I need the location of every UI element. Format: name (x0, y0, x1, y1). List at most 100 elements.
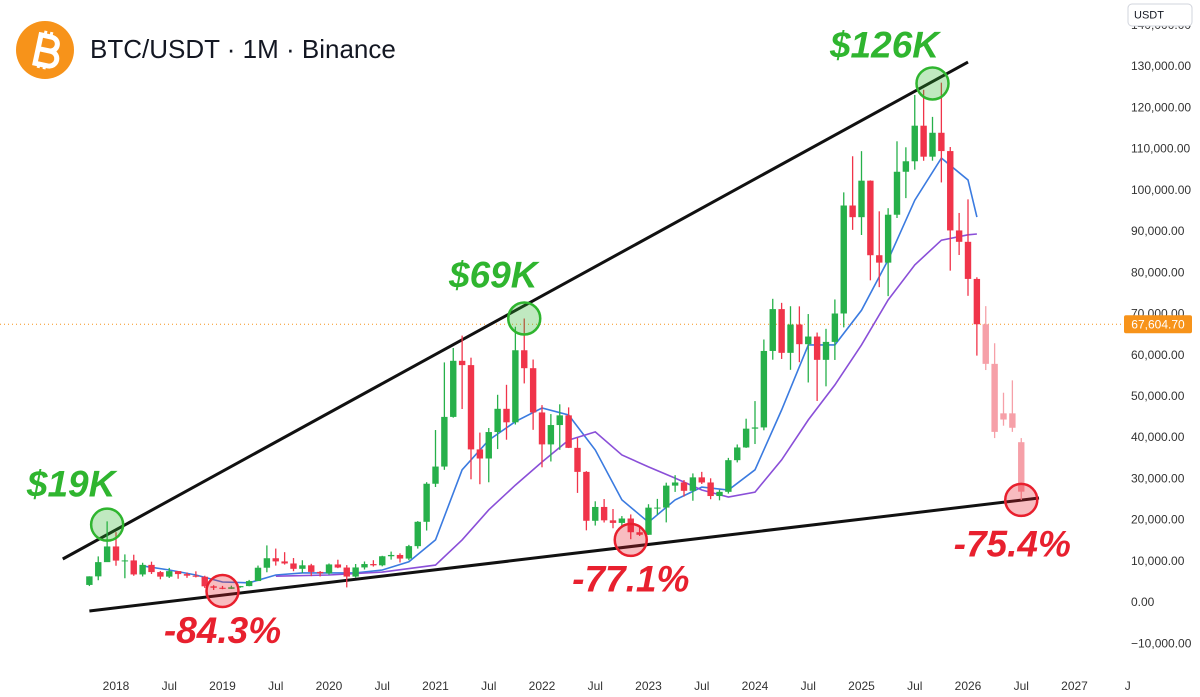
candle-body (157, 572, 164, 577)
annotation-label: -77.1% (572, 559, 689, 600)
candle-body (831, 313, 839, 342)
plot-area (0, 60, 1122, 613)
y-tick-label: 40,000.00 (1131, 430, 1185, 444)
candle-body (343, 567, 350, 577)
candle-body (485, 432, 492, 459)
x-tick-label: 2021 (422, 679, 449, 693)
candle-body (521, 350, 528, 369)
candle-body (121, 560, 129, 562)
candle-body (760, 350, 768, 428)
candle-body (512, 350, 519, 423)
candle-body (556, 415, 563, 426)
candle-body (787, 324, 794, 353)
candle-body (964, 241, 972, 279)
candle-body (663, 485, 670, 508)
annotation-label: $126K (829, 24, 941, 65)
candle-body (450, 360, 457, 417)
candle-body (840, 205, 847, 314)
candle-body (822, 341, 830, 360)
candle-body (867, 180, 874, 256)
candle-body (316, 571, 324, 574)
candle-body (751, 427, 759, 429)
candle-body (334, 564, 342, 568)
candle-body (414, 521, 421, 547)
y-tick-label: 30,000.00 (1131, 471, 1185, 485)
candle-body (982, 324, 989, 364)
candle-body (938, 132, 945, 152)
candle-body (299, 565, 306, 569)
x-tick-label: 2023 (635, 679, 662, 693)
chart-title: BTC/USDT · 1M · Binance (90, 34, 396, 64)
x-tick-label: 2027 (1061, 679, 1088, 693)
candle-body (929, 132, 936, 157)
candle-body (778, 309, 785, 353)
y-tick-label: 110,000.00 (1131, 142, 1190, 156)
candle-body (1009, 413, 1016, 428)
x-tick-label: 2026 (955, 679, 982, 693)
candle-body (379, 556, 386, 566)
candle-body (281, 561, 288, 564)
candle-body (308, 565, 315, 572)
y-tick-label: 10,000.00 (1131, 554, 1185, 568)
candle-body (592, 506, 599, 521)
candle-body (716, 491, 723, 497)
y-tick-label: 80,000.00 (1131, 265, 1185, 279)
candle-body (352, 567, 359, 577)
annotation-circle (613, 522, 648, 558)
candle-body (769, 309, 776, 351)
candle-body (920, 125, 927, 157)
annotation-label: $19K (26, 463, 118, 504)
candle-body (148, 564, 155, 573)
candle-body (645, 507, 652, 535)
candle-body (654, 507, 661, 509)
candle-body (858, 180, 865, 218)
candle-body (387, 554, 395, 557)
candle-body (86, 576, 93, 585)
candle-body (876, 255, 883, 263)
candle-body (290, 563, 297, 569)
x-tick-label: 2022 (529, 679, 556, 693)
y-tick-label: −10,000.00 (1131, 636, 1192, 650)
x-tick-label: Jul (694, 679, 709, 693)
candle-body (609, 520, 617, 523)
y-tick-label: 120,000.00 (1131, 100, 1191, 114)
candle-body (574, 447, 581, 472)
candle-body (263, 558, 271, 568)
candle-body (361, 564, 368, 568)
annotation-label: -84.3% (164, 610, 281, 651)
candle-body (618, 518, 626, 523)
x-tick-label: 2019 (209, 679, 236, 693)
candle-body (325, 564, 333, 574)
candle-body (884, 214, 892, 263)
annotation-label: -75.4% (954, 524, 1071, 565)
candle-body (680, 482, 688, 491)
candle-body (955, 230, 963, 242)
trendline (89, 496, 1040, 613)
x-tick-label: Jul (162, 679, 177, 693)
x-tick-label: 2025 (848, 679, 875, 693)
x-tick-label: J (1125, 679, 1131, 693)
x-tick-label: Jul (907, 679, 922, 693)
annotation-label: $69K (448, 254, 540, 295)
candle-body (183, 574, 191, 576)
candle-body (547, 425, 555, 445)
candle-body (130, 560, 137, 575)
x-tick-label: Jul (801, 679, 816, 693)
candle-body (636, 532, 643, 535)
candle-body (467, 365, 475, 450)
currency-box (1127, 3, 1193, 27)
annotation-circle (205, 573, 240, 609)
candle-body (1000, 413, 1007, 420)
candle-body (139, 564, 146, 575)
candle-body (103, 546, 111, 563)
annotation-circle (915, 66, 950, 101)
annotation-circle (1004, 482, 1039, 518)
y-tick-label: 20,000.00 (1131, 513, 1185, 527)
candle-body (796, 324, 803, 345)
candle-body (272, 558, 279, 562)
y-tick-label: 0.00 (1131, 595, 1155, 609)
candle-body (458, 360, 466, 366)
candle-body (95, 562, 102, 577)
candle-body (166, 571, 173, 577)
